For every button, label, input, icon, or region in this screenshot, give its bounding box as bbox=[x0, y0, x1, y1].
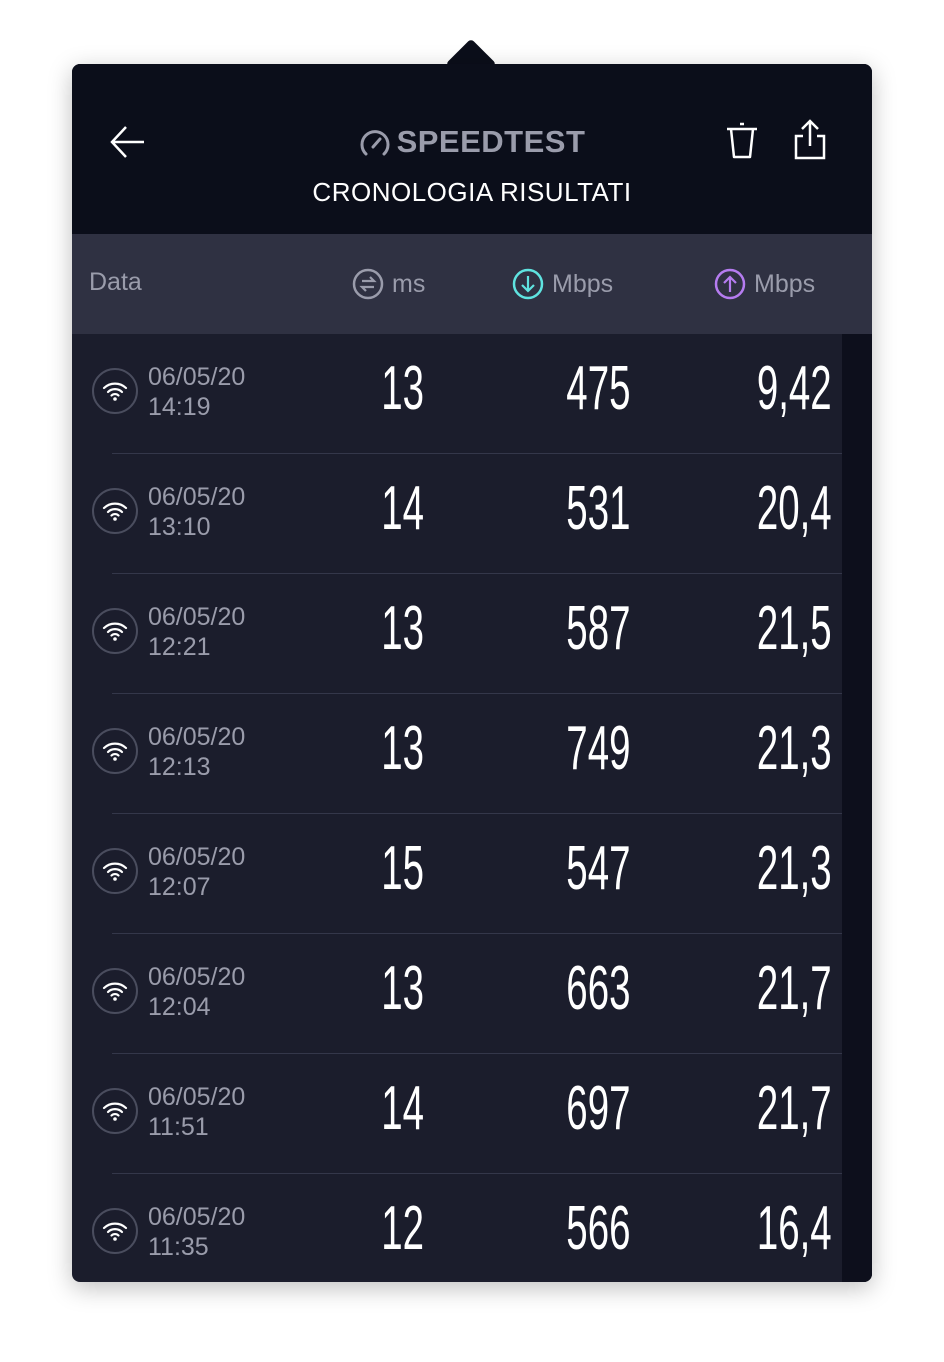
speedtest-logo: SPEEDTEST bbox=[72, 124, 872, 160]
wifi-icon bbox=[92, 968, 138, 1014]
upload-value: 21,3 bbox=[757, 834, 832, 903]
ping-value: 13 bbox=[381, 714, 424, 783]
speedtest-history-window: SPEEDTEST CRONOLOGIA RISULTATI Data ms M… bbox=[72, 64, 872, 1282]
result-date: 06/05/20 bbox=[148, 483, 246, 511]
upload-value: 21,3 bbox=[757, 714, 832, 783]
result-row[interactable]: 06/05/20 12:21 13 587 21,5 bbox=[72, 574, 842, 694]
brand-name: SPEEDTEST bbox=[396, 124, 586, 159]
column-upload-label: Mbps bbox=[754, 269, 816, 298]
wifi-icon bbox=[92, 368, 138, 414]
back-button[interactable] bbox=[108, 122, 148, 162]
result-row[interactable]: 06/05/20 13:10 14 531 20,4 bbox=[72, 454, 842, 574]
upload-value: 21,5 bbox=[757, 594, 832, 663]
row-divider bbox=[112, 573, 842, 574]
ping-value: 13 bbox=[381, 954, 424, 1023]
result-date: 06/05/20 bbox=[148, 603, 246, 631]
gauge-icon bbox=[360, 130, 390, 156]
row-divider bbox=[112, 453, 842, 454]
upload-value: 20,4 bbox=[757, 474, 832, 543]
download-icon bbox=[512, 268, 544, 300]
ping-value: 12 bbox=[381, 1194, 424, 1263]
result-time: 12:13 bbox=[148, 753, 211, 781]
result-row[interactable]: 06/05/20 14:19 13 475 9,42 bbox=[72, 334, 842, 454]
ping-value: 13 bbox=[381, 354, 424, 423]
share-button[interactable] bbox=[792, 118, 828, 162]
result-row[interactable]: 06/05/20 11:51 14 697 21,7 bbox=[72, 1054, 842, 1174]
column-download[interactable]: Mbps bbox=[512, 268, 613, 300]
result-datetime: 06/05/20 14:19 bbox=[148, 362, 245, 422]
result-row[interactable]: 06/05/20 12:13 13 749 21,3 bbox=[72, 694, 842, 814]
download-value: 749 bbox=[565, 714, 630, 783]
upload-value: 16,4 bbox=[757, 1194, 832, 1263]
wifi-icon bbox=[92, 848, 138, 894]
results-list: 06/05/20 14:19 13 475 9,42 06/05/20 13:1… bbox=[72, 334, 842, 1282]
result-time: 12:07 bbox=[148, 873, 211, 901]
result-datetime: 06/05/20 13:10 bbox=[148, 482, 245, 542]
download-value: 587 bbox=[565, 594, 630, 663]
row-divider bbox=[112, 693, 842, 694]
wifi-icon bbox=[92, 488, 138, 534]
download-value: 697 bbox=[565, 1074, 630, 1143]
result-date: 06/05/20 bbox=[148, 963, 246, 991]
upload-icon bbox=[714, 268, 746, 300]
result-row[interactable]: 06/05/20 11:35 12 566 16,4 bbox=[72, 1174, 842, 1282]
ping-value: 14 bbox=[381, 474, 424, 543]
result-datetime: 06/05/20 12:04 bbox=[148, 962, 245, 1022]
row-divider bbox=[112, 813, 842, 814]
result-time: 14:19 bbox=[148, 393, 211, 421]
delete-button[interactable] bbox=[724, 120, 760, 160]
result-row[interactable]: 06/05/20 12:07 15 547 21,3 bbox=[72, 814, 842, 934]
wifi-icon bbox=[92, 1088, 138, 1134]
result-date: 06/05/20 bbox=[148, 843, 246, 871]
upload-value: 9,42 bbox=[757, 354, 832, 423]
download-value: 663 bbox=[565, 954, 630, 1023]
upload-value: 21,7 bbox=[757, 954, 832, 1023]
result-time: 11:35 bbox=[148, 1233, 209, 1261]
download-value: 547 bbox=[565, 834, 630, 903]
result-datetime: 06/05/20 12:13 bbox=[148, 722, 245, 782]
wifi-icon bbox=[92, 728, 138, 774]
header: SPEEDTEST CRONOLOGIA RISULTATI bbox=[72, 64, 872, 234]
column-ping[interactable]: ms bbox=[352, 268, 425, 300]
column-upload[interactable]: Mbps bbox=[714, 268, 815, 300]
result-time: 11:51 bbox=[148, 1113, 209, 1141]
result-datetime: 06/05/20 11:35 bbox=[148, 1202, 245, 1262]
result-datetime: 06/05/20 11:51 bbox=[148, 1082, 245, 1142]
wifi-icon bbox=[92, 608, 138, 654]
column-ping-label: ms bbox=[392, 269, 426, 298]
trash-icon bbox=[727, 122, 757, 159]
result-row[interactable]: 06/05/20 12:04 13 663 21,7 bbox=[72, 934, 842, 1054]
result-date: 06/05/20 bbox=[148, 1083, 246, 1111]
result-date: 06/05/20 bbox=[148, 1203, 246, 1231]
column-header: Data ms Mbps Mbps bbox=[72, 234, 872, 334]
row-divider bbox=[112, 1053, 842, 1054]
download-value: 531 bbox=[565, 474, 630, 543]
ping-value: 15 bbox=[381, 834, 424, 903]
wifi-icon bbox=[92, 1208, 138, 1254]
row-divider bbox=[112, 933, 842, 934]
result-date: 06/05/20 bbox=[148, 723, 246, 751]
result-time: 12:04 bbox=[148, 993, 211, 1021]
download-value: 475 bbox=[565, 354, 630, 423]
result-datetime: 06/05/20 12:21 bbox=[148, 602, 245, 662]
ping-value: 13 bbox=[381, 594, 424, 663]
arrow-left-icon bbox=[110, 126, 144, 158]
column-date[interactable]: Data bbox=[89, 268, 142, 297]
ping-icon bbox=[352, 268, 384, 300]
result-date: 06/05/20 bbox=[148, 363, 246, 391]
column-date-label: Data bbox=[89, 268, 142, 296]
result-time: 13:10 bbox=[148, 513, 211, 541]
ping-value: 14 bbox=[381, 1074, 424, 1143]
upload-value: 21,7 bbox=[757, 1074, 832, 1143]
page-title: CRONOLOGIA RISULTATI bbox=[312, 177, 632, 207]
row-divider bbox=[112, 1173, 842, 1174]
scrollbar[interactable] bbox=[842, 334, 872, 1282]
column-download-label: Mbps bbox=[552, 269, 614, 298]
share-icon bbox=[794, 119, 826, 160]
result-datetime: 06/05/20 12:07 bbox=[148, 842, 245, 902]
download-value: 566 bbox=[565, 1194, 630, 1263]
result-time: 12:21 bbox=[148, 633, 211, 661]
